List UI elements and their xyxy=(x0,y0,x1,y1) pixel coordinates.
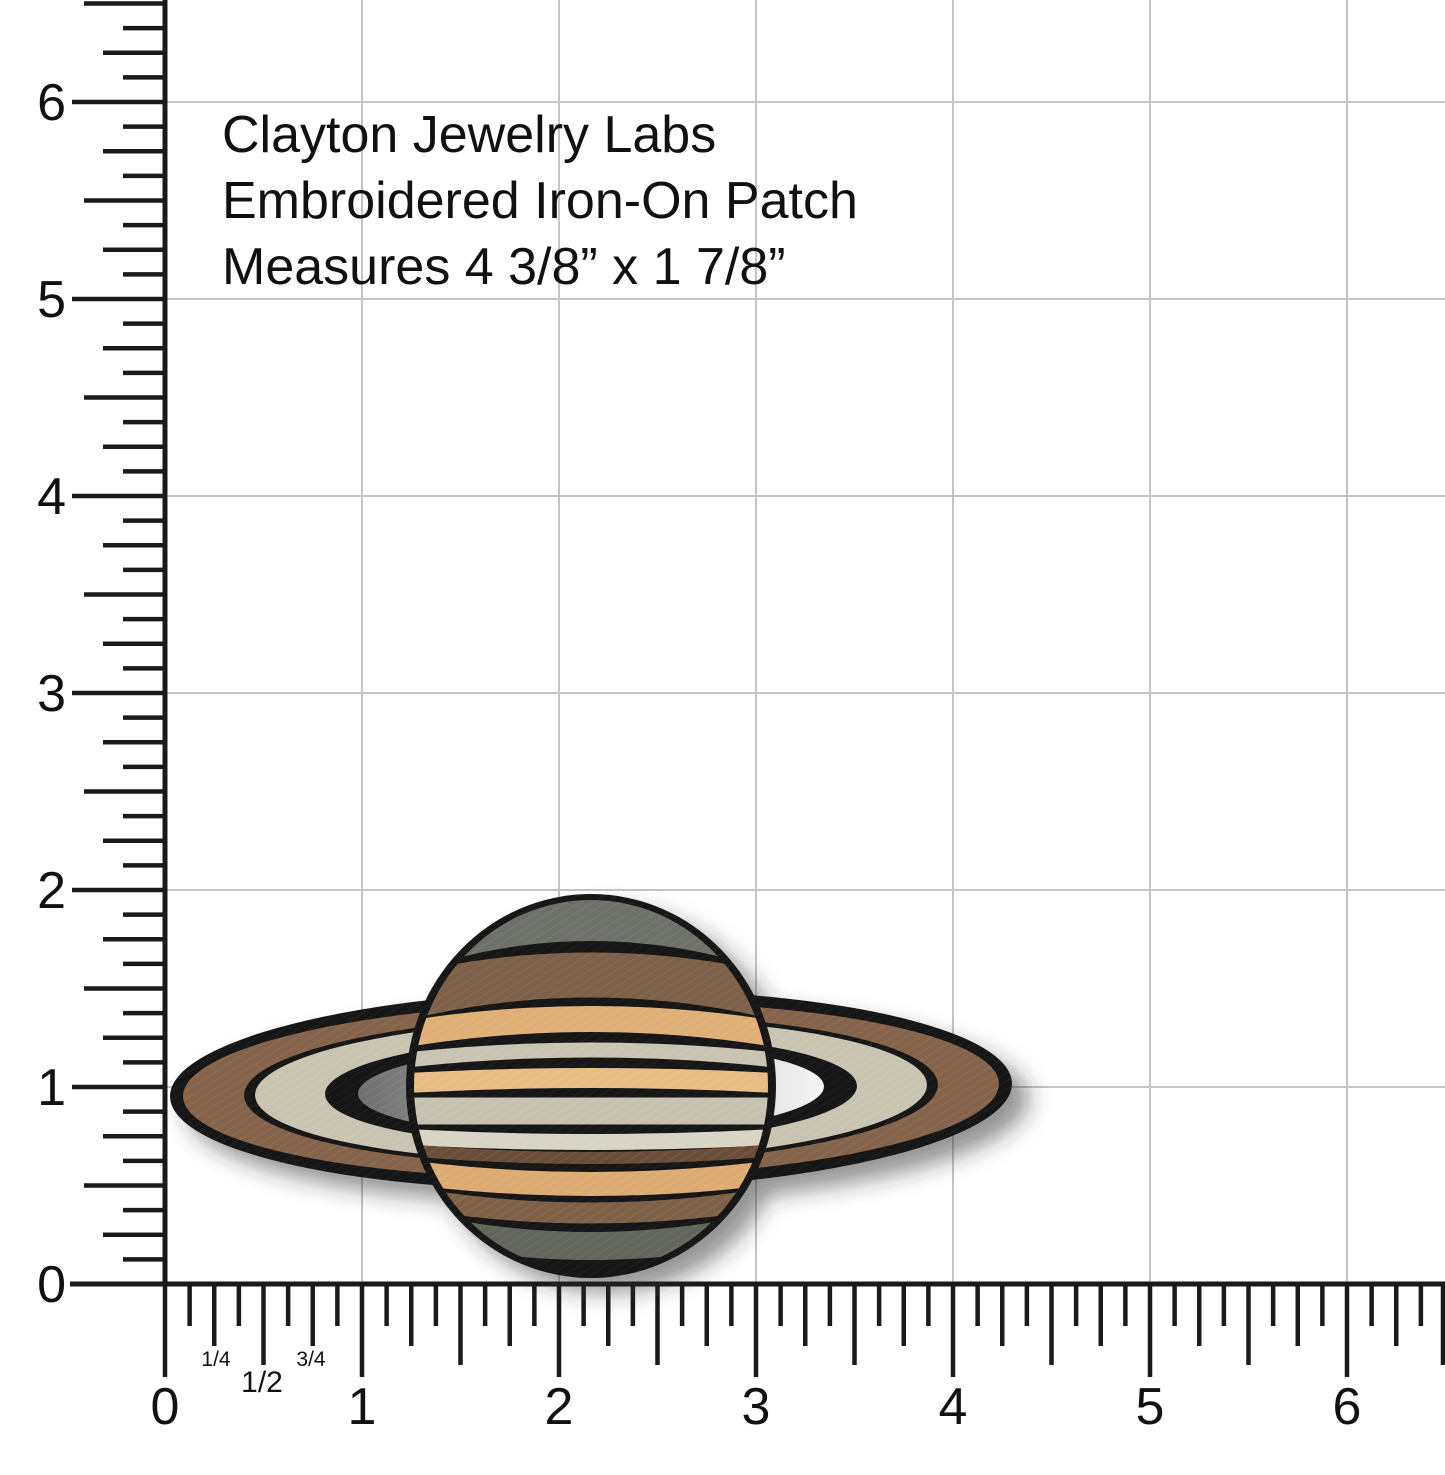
horizontal-ruler-number: 2 xyxy=(545,1378,574,1436)
vertical-ruler-number: 5 xyxy=(37,271,66,329)
vertical-ruler: 0 1 2 3 4 5 6 xyxy=(37,0,168,1314)
embroidery-texture-overlay xyxy=(168,894,1014,1278)
horizontal-ruler: 0 1 2 3 4 5 6 1/4 1/2 3/4 xyxy=(70,1281,1445,1436)
horizontal-ruler-number: 6 xyxy=(1333,1378,1362,1436)
horizontal-ruler-fraction-label: 1/4 xyxy=(201,1348,231,1371)
vertical-ruler-number: 1 xyxy=(37,1059,66,1117)
horizontal-ruler-fraction-label: 1/2 xyxy=(241,1366,283,1399)
vertical-ruler-number: 2 xyxy=(37,862,66,920)
horizontal-ruler-number: 1 xyxy=(348,1378,377,1436)
annotation-line-product: Embroidered Iron-On Patch xyxy=(222,172,858,230)
horizontal-ruler-fraction-label: 3/4 xyxy=(296,1348,326,1371)
saturn-patch xyxy=(168,894,1014,1278)
product-annotation: Clayton Jewelry Labs Embroidered Iron-On… xyxy=(222,106,858,296)
horizontal-ruler-number: 3 xyxy=(742,1378,771,1436)
annotation-line-measure: Measures 4 3/8” x 1 7/8” xyxy=(222,238,786,296)
vertical-ruler-number: 6 xyxy=(37,74,66,132)
vertical-ruler-number: 4 xyxy=(37,468,66,526)
horizontal-ruler-number: 5 xyxy=(1136,1378,1165,1436)
horizontal-ruler-number: 0 xyxy=(151,1378,180,1436)
vertical-ruler-number: 0 xyxy=(37,1256,66,1314)
annotation-line-brand: Clayton Jewelry Labs xyxy=(222,106,716,164)
horizontal-ruler-number: 4 xyxy=(939,1378,968,1436)
vertical-ruler-number: 3 xyxy=(37,665,66,723)
